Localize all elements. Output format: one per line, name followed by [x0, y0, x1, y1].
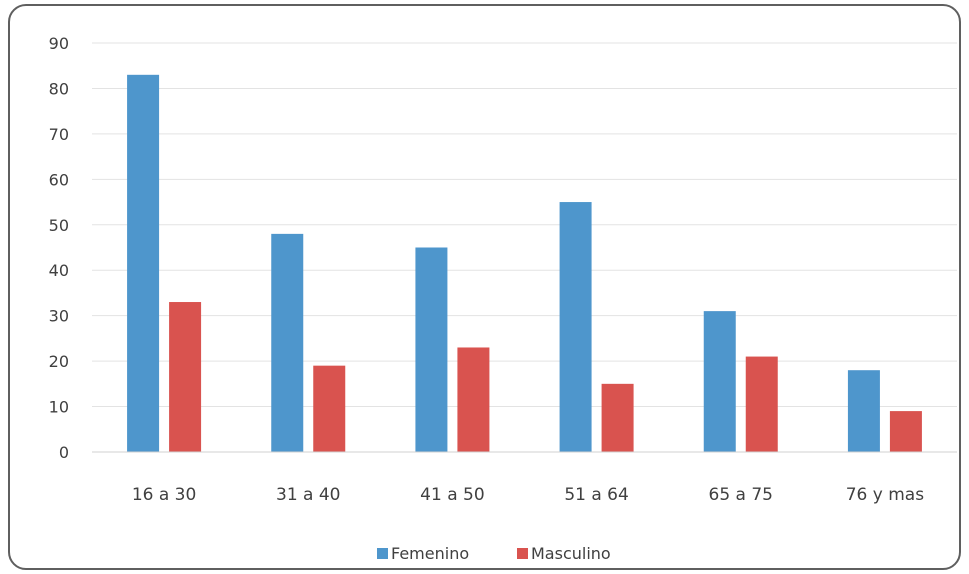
chart-frame: 0 10 20 30 40 50 60 70 80 90 16 a 30 31 a 40 41 a 5…: [8, 4, 961, 570]
y-tick-label: 50: [49, 216, 69, 235]
bar-masculino-3: [601, 383, 634, 452]
legend-swatch-masculino: [517, 548, 528, 559]
bar-masculino-5: [889, 411, 922, 452]
gridlines: [92, 42, 957, 408]
legend-label-femenino: Femenino: [391, 544, 469, 563]
bar-femenino-5: [847, 370, 880, 452]
x-category-label: 51 a 64: [564, 485, 629, 505]
bar-femenino-4: [703, 311, 736, 452]
bar-masculino-0: [169, 302, 202, 452]
bar-femenino-0: [127, 74, 160, 453]
bar-femenino-1: [271, 233, 304, 452]
x-category-label: 65 a 75: [709, 485, 774, 505]
y-tick-label: 20: [49, 352, 69, 371]
y-tick-label: 30: [49, 307, 69, 326]
bar-masculino-2: [457, 347, 490, 452]
legend-label-masculino: Masculino: [531, 544, 611, 563]
y-tick-label: 90: [49, 34, 69, 53]
y-tick-label: 80: [49, 79, 69, 98]
y-axis-ticks: 0 10 20 30 40 50 60 70 80 90: [49, 34, 69, 462]
bar-masculino-1: [313, 365, 346, 452]
y-tick-label: 10: [49, 398, 69, 417]
bar-femenino-3: [559, 202, 592, 452]
x-axis-categories: 16 a 30 31 a 40 41 a 50 51 a 64 65 a 75 76 y …: [132, 485, 924, 505]
legend-swatch-femenino: [377, 548, 388, 559]
y-tick-label: 60: [49, 170, 69, 189]
legend: Femenino Masculino: [377, 544, 611, 563]
y-tick-label: 40: [49, 261, 69, 280]
bar-femenino-2: [415, 247, 448, 452]
x-category-label: 41 a 50: [420, 485, 485, 505]
y-tick-label: 70: [49, 125, 69, 144]
bar-chart: 0 10 20 30 40 50 60 70 80 90 16 a 30 31 a 40 41 a 5…: [49, 34, 957, 563]
x-category-label: 16 a 30: [132, 485, 197, 505]
y-tick-label: 0: [59, 443, 69, 462]
bars: [127, 74, 922, 453]
bar-masculino-4: [745, 356, 778, 452]
x-category-label: 76 y mas: [846, 485, 924, 505]
x-category-label: 31 a 40: [276, 485, 341, 505]
